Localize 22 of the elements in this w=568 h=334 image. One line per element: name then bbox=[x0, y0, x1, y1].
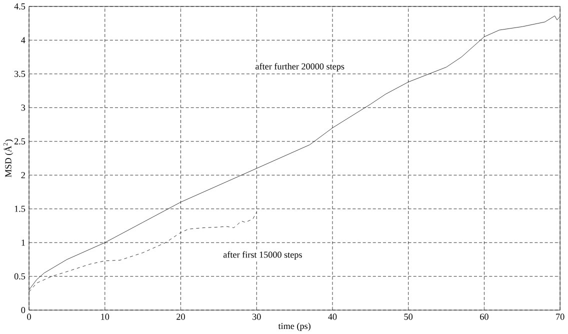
x-tick-label: 50 bbox=[404, 314, 413, 320]
y-tick-label: 4 bbox=[21, 37, 26, 44]
y-tick-label: 1 bbox=[22, 239, 25, 246]
x-tick-label: 70 bbox=[556, 314, 564, 320]
x-tick-label: 10 bbox=[101, 314, 110, 320]
y-tick-label: 2.5 bbox=[14, 138, 26, 144]
x-tick-label: 30 bbox=[252, 314, 261, 320]
x-tick-label: 60 bbox=[480, 314, 488, 320]
y-tick-label: 4.5 bbox=[14, 3, 26, 10]
y-tick-label: 0.5 bbox=[14, 273, 26, 280]
x-tick-label: 0 bbox=[27, 314, 31, 320]
annotation: after first 15000 steps bbox=[223, 251, 302, 260]
x-tick-label: 20 bbox=[176, 314, 185, 320]
y-tick-label: 2 bbox=[21, 172, 25, 178]
y-axis-title: MSD (Å$^{2}$) bbox=[3, 139, 14, 177]
y-tick-label: 3 bbox=[21, 104, 26, 111]
x-tick-label: 40 bbox=[328, 314, 337, 320]
x-axis-title: time (ps) bbox=[278, 322, 310, 331]
annotation: after further 20000 steps bbox=[256, 62, 344, 72]
y-tick-label: 3.5 bbox=[14, 70, 26, 77]
y-tick-label: 0 bbox=[21, 306, 26, 314]
y-tick-label: 1.5 bbox=[14, 206, 26, 212]
